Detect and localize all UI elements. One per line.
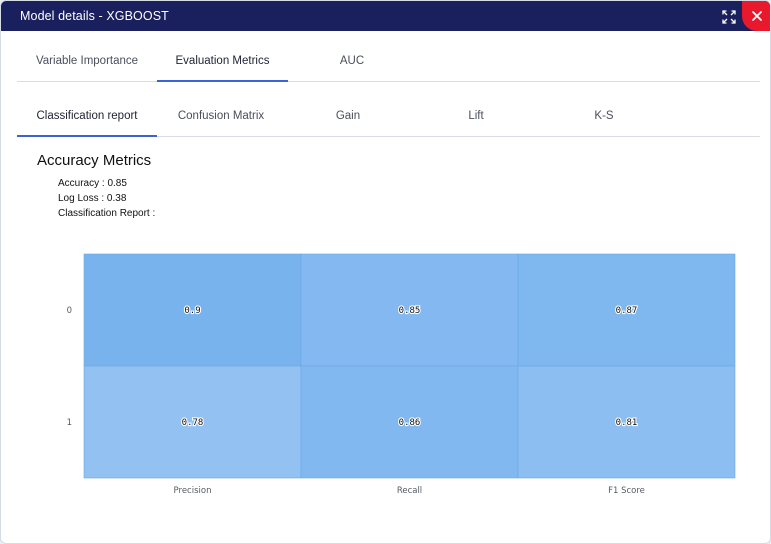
heatmap-cell-1-precision [83, 365, 302, 479]
tab-lift[interactable]: Lift [468, 110, 484, 122]
heatmap-cell-0-precision [83, 253, 302, 367]
tab-k-s[interactable]: K-S [594, 110, 614, 122]
title-bar: Model details - XGBOOST [1, 1, 770, 31]
expand-button[interactable] [720, 8, 738, 26]
accuracy-value: 0.85 [107, 178, 127, 189]
log-loss-metric: Log Loss : 0.38 [58, 193, 126, 204]
heatmap-value-label: 0.86 [399, 418, 421, 428]
primary-tab-bar: Variable Importance Evaluation Metrics A… [17, 45, 760, 82]
heatmap-cell-1-recall [300, 365, 519, 479]
log-loss-label: Log Loss : [58, 193, 107, 204]
close-icon [752, 11, 762, 21]
close-button[interactable] [742, 1, 770, 31]
tab-classification-report[interactable]: Classification report [17, 100, 157, 137]
tab-confusion-matrix[interactable]: Confusion Matrix [177, 110, 265, 122]
tab-variable-importance[interactable]: Variable Importance [35, 55, 139, 67]
classification-report-label: Classification Report : [58, 208, 156, 219]
heatmap-value-label: 0.87 [616, 306, 638, 316]
dialog-title: Model details - XGBOOST [20, 9, 169, 23]
heatmap-cell-1-f1-score [517, 365, 736, 479]
heatmap-value-label: 0.81 [616, 418, 638, 428]
tab-auc[interactable]: AUC [339, 55, 365, 67]
heatmap-cell-0-f1-score [517, 253, 736, 367]
expand-icon [722, 10, 736, 24]
tab-gain[interactable]: Gain [335, 110, 361, 122]
y-tick-label: 1 [67, 418, 72, 428]
secondary-tab-bar: Classification report Confusion Matrix G… [17, 100, 760, 137]
y-tick-label: 0 [67, 306, 72, 316]
accuracy-label: Accuracy : [58, 178, 108, 189]
accuracy-metric: Accuracy : 0.85 [58, 178, 127, 189]
tab-evaluation-metrics[interactable]: Evaluation Metrics [157, 45, 288, 82]
heatmap-value-label: 0.85 [399, 306, 421, 316]
x-tick-label: F1 Score [608, 486, 645, 496]
heatmap-value-label: 0.78 [182, 418, 204, 428]
x-tick-label: Recall [397, 486, 422, 496]
heatmap-value-label: 0.9 [184, 306, 200, 316]
x-tick-label: Precision [174, 486, 212, 496]
log-loss-value: 0.38 [106, 193, 127, 204]
classification-report-metric: Classification Report : [58, 208, 155, 219]
accuracy-metrics-title: Accuracy Metrics [37, 152, 152, 169]
